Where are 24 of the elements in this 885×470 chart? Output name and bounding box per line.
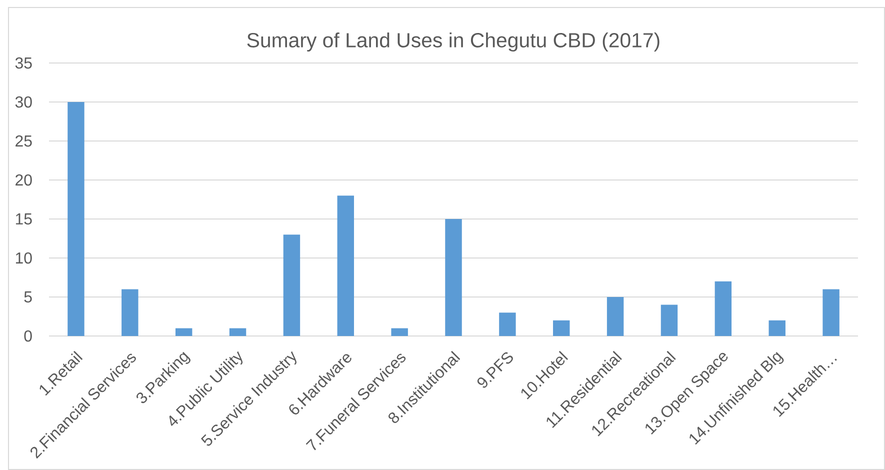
- y-tick-label: 30: [15, 96, 32, 108]
- y-tick-label: 15: [16, 213, 32, 225]
- bar: [822, 289, 840, 336]
- bar: [175, 328, 192, 336]
- bar: [68, 102, 84, 336]
- bar: [768, 320, 786, 336]
- bar: [337, 196, 354, 336]
- bar: [714, 281, 732, 336]
- bar: [499, 312, 516, 336]
- bar: [553, 320, 570, 336]
- y-tick-label: 10: [16, 252, 32, 264]
- bar: [391, 328, 408, 336]
- bar: [606, 296, 624, 336]
- bar: [445, 218, 462, 336]
- y-tick-label: 0: [24, 330, 32, 342]
- y-tick-label: 25: [16, 135, 32, 147]
- y-tick-label: 5: [24, 291, 32, 303]
- bar: [660, 304, 678, 336]
- y-tick-label: 20: [16, 174, 32, 186]
- chart-title: Sumary of Land Uses in Chegutu CBD (2017): [247, 32, 660, 52]
- bar: [122, 289, 138, 336]
- bar: [283, 234, 300, 336]
- y-tick-label: 35: [15, 57, 32, 69]
- bar: [229, 328, 246, 336]
